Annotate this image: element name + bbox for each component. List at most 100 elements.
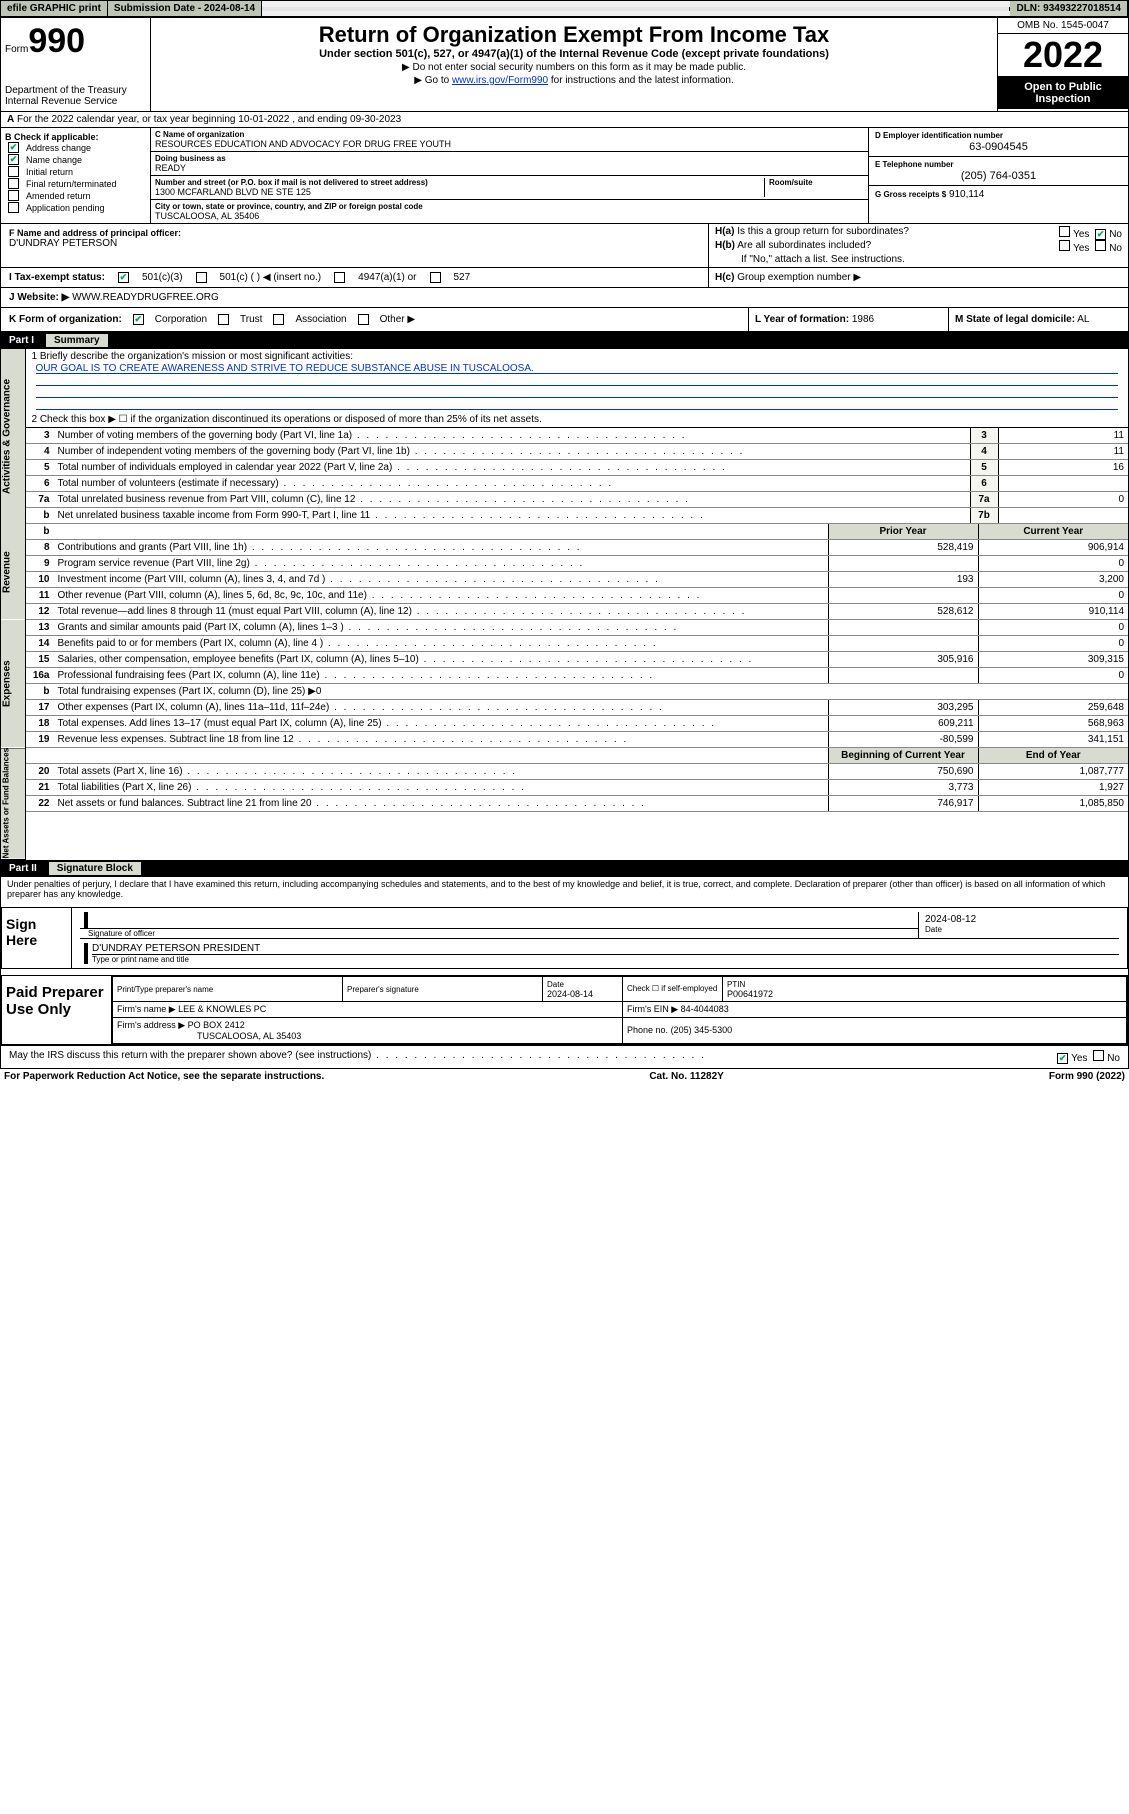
checkbox[interactable]: ✔ xyxy=(1095,229,1106,240)
checkbox[interactable]: ✔ xyxy=(118,272,129,283)
line-box: 5 xyxy=(970,460,998,476)
check-item: Application pending xyxy=(5,202,146,213)
check-item: ✔Name change xyxy=(5,154,146,165)
line-text: Grants and similar amounts paid (Part IX… xyxy=(54,620,829,636)
prior-value xyxy=(828,668,978,684)
right-header-cell: OMB No. 1545-0047 2022 Open to Public In… xyxy=(998,18,1128,111)
checkbox[interactable] xyxy=(1059,240,1070,251)
ptin-value: P00641972 xyxy=(727,989,773,999)
line-text: Program service revenue (Part VIII, line… xyxy=(54,556,829,572)
may-irs-text: May the IRS discuss this return with the… xyxy=(9,1050,371,1061)
checkbox[interactable]: ✔ xyxy=(133,314,144,325)
line-num: 19 xyxy=(26,732,54,748)
prep-sig-label: Preparer's signature xyxy=(347,985,419,994)
preparer-title: Paid Preparer Use Only xyxy=(2,976,112,1044)
line-num: 16a xyxy=(26,668,54,684)
checkbox[interactable] xyxy=(273,314,284,325)
line-num: 14 xyxy=(26,636,54,652)
topbar-spacer xyxy=(262,7,1010,11)
checkbox[interactable] xyxy=(8,166,19,177)
line-box: 4 xyxy=(970,444,998,460)
part1-num: Part I xyxy=(9,335,34,346)
current-value: 906,914 xyxy=(978,540,1128,556)
form-id-cell: Form990 Department of the Treasury Inter… xyxy=(1,18,151,111)
side-activities: Activities & Governance xyxy=(1,349,25,524)
gross-label: G Gross receipts $ xyxy=(875,190,946,199)
m-value: AL xyxy=(1077,314,1089,325)
m-label: M State of legal domicile: xyxy=(955,314,1075,325)
line-text: Number of independent voting members of … xyxy=(54,444,971,460)
checkbox[interactable] xyxy=(218,314,229,325)
hb-note: If "No," attach a list. See instructions… xyxy=(715,254,1122,265)
dba-value: READY xyxy=(155,163,864,173)
prep-selfemp: Check ☐ if self-employed xyxy=(623,976,723,1001)
col-f: F Name and address of principal officer:… xyxy=(1,224,708,267)
prior-value xyxy=(828,556,978,572)
prior-value xyxy=(828,588,978,604)
line-text: Other revenue (Part VIII, column (A), li… xyxy=(54,588,829,604)
col-deg: D Employer identification number63-09045… xyxy=(868,128,1128,223)
officer-name: D'UNDRAY PETERSON PRESIDENT xyxy=(92,943,1119,955)
line-num: 6 xyxy=(26,476,54,492)
footer-left: For Paperwork Reduction Act Notice, see … xyxy=(4,1071,324,1082)
checkbox[interactable] xyxy=(196,272,207,283)
checkbox[interactable] xyxy=(1093,1050,1104,1061)
current-value: 910,114 xyxy=(978,604,1128,620)
firm-addr2: TUSCALOOSA, AL 35403 xyxy=(117,1031,301,1041)
note2: ▶ Go to www.irs.gov/Form990 for instruct… xyxy=(159,75,989,86)
line-num: 5 xyxy=(26,460,54,476)
checkbox[interactable]: ✔ xyxy=(8,154,19,165)
opt-501c3: 501(c)(3) xyxy=(142,272,183,283)
prior-value: 305,916 xyxy=(828,652,978,668)
checkbox[interactable] xyxy=(8,190,19,201)
checkbox[interactable]: ✔ xyxy=(8,142,19,153)
firm-label: Firm's name ▶ xyxy=(117,1004,176,1014)
form-number: 990 xyxy=(28,22,85,60)
line-num: 9 xyxy=(26,556,54,572)
line-num: 21 xyxy=(26,780,54,796)
check-item: Amended return xyxy=(5,190,146,201)
i-label: I Tax-exempt status: xyxy=(9,272,105,283)
k-assoc: Association xyxy=(295,314,346,325)
k-corp: Corporation xyxy=(155,314,207,325)
phone-label: Phone no. xyxy=(627,1025,668,1035)
col-header: End of Year xyxy=(978,748,1128,764)
prior-value: 3,773 xyxy=(828,780,978,796)
checkbox[interactable]: ✔ xyxy=(1057,1053,1068,1064)
current-value: 259,648 xyxy=(978,700,1128,716)
omb-number: OMB No. 1545-0047 xyxy=(998,18,1128,34)
checkbox[interactable] xyxy=(8,202,19,213)
title-cell: Return of Organization Exempt From Incom… xyxy=(151,18,998,111)
checkbox[interactable] xyxy=(358,314,369,325)
line-value: 11 xyxy=(998,444,1128,460)
prior-value: 746,917 xyxy=(828,796,978,812)
checkbox[interactable] xyxy=(430,272,441,283)
firm-ein: 84-4044083 xyxy=(681,1004,729,1014)
city-value: TUSCALOOSA, AL 35406 xyxy=(155,211,864,221)
inspection-badge: Open to Public Inspection xyxy=(998,77,1128,109)
line-num: 7a xyxy=(26,492,54,508)
line-text: Revenue less expenses. Subtract line 18 … xyxy=(54,732,829,748)
submission-date: Submission Date - 2024-08-14 xyxy=(108,1,262,16)
checkbox[interactable] xyxy=(334,272,345,283)
footer-right: Form 990 (2022) xyxy=(1049,1071,1125,1082)
current-value: 0 xyxy=(978,556,1128,572)
side-netassets: Net Assets or Fund Balances xyxy=(1,748,25,859)
current-value: 1,927 xyxy=(978,780,1128,796)
city-label: City or town, state or province, country… xyxy=(155,202,864,211)
checkbox[interactable] xyxy=(1059,226,1070,237)
checkbox[interactable] xyxy=(8,178,19,189)
col-header: Beginning of Current Year xyxy=(828,748,978,764)
check-label: Final return/terminated xyxy=(26,179,117,189)
prior-value: 609,211 xyxy=(828,716,978,732)
form-word: Form xyxy=(5,44,28,55)
line-num: 12 xyxy=(26,604,54,620)
checkbox[interactable] xyxy=(1095,240,1106,251)
irs-link[interactable]: www.irs.gov/Form990 xyxy=(452,75,548,86)
prior-value xyxy=(828,636,978,652)
prior-value: 193 xyxy=(828,572,978,588)
line-text: Professional fundraising fees (Part IX, … xyxy=(54,668,829,684)
efile-button[interactable]: efile GRAPHIC print xyxy=(1,1,108,16)
line-text: Total assets (Part X, line 16) xyxy=(54,764,829,780)
check-item: Final return/terminated xyxy=(5,178,146,189)
